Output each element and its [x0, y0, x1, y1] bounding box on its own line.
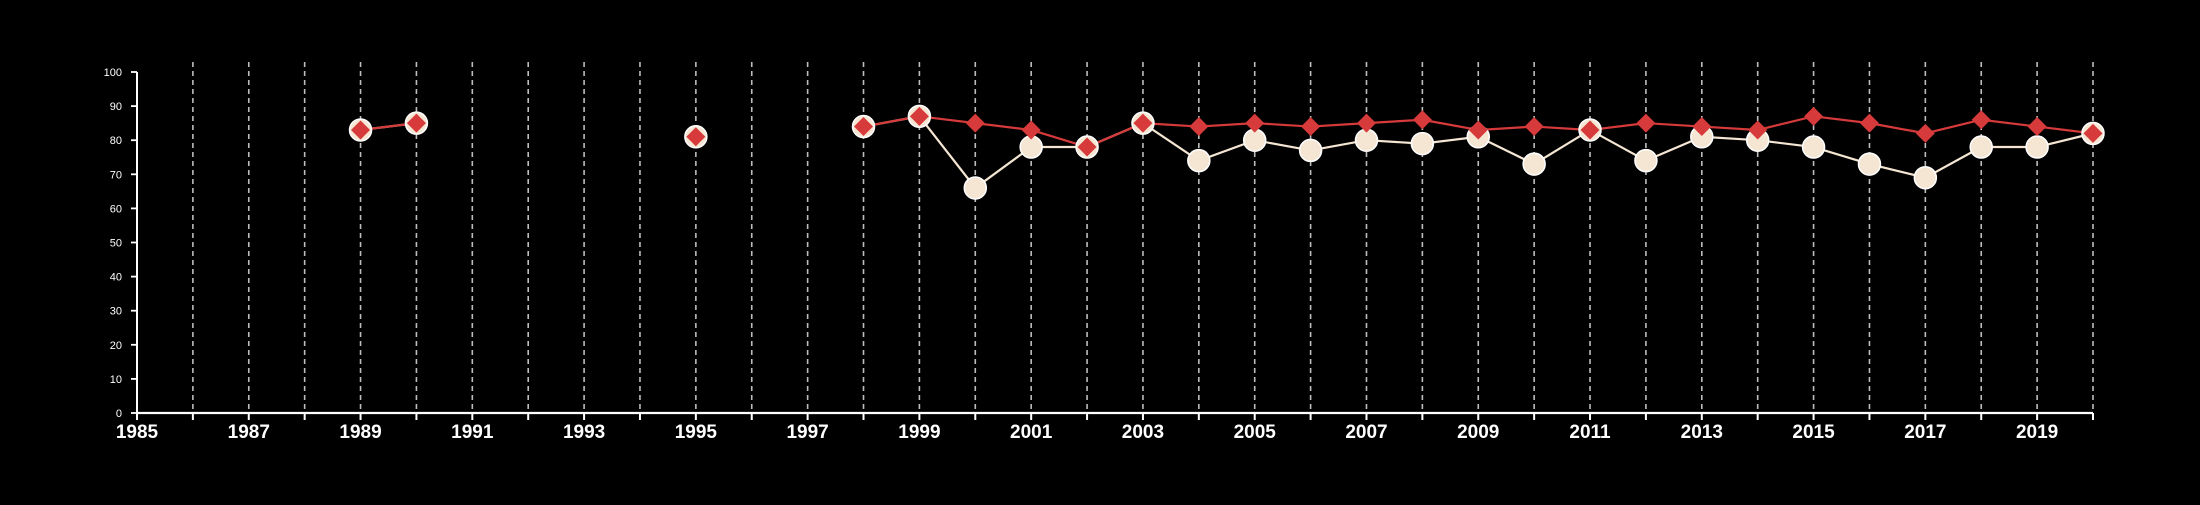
- series-1-point-2012: [1636, 113, 1656, 133]
- series-1-point-2001: [1021, 120, 1041, 140]
- series-1-point-1989: [351, 120, 371, 140]
- series-0-point-2012: [1634, 148, 1658, 173]
- y-tick-label-70: 70: [110, 169, 122, 181]
- y-tick-label-40: 40: [110, 272, 122, 284]
- series-1-point-2015: [1804, 106, 1824, 126]
- x-tick-label-2015: 2015: [1792, 422, 1835, 443]
- y-tick-label-10: 10: [110, 374, 122, 386]
- series-0-point-2018: [1969, 135, 1993, 159]
- x-tick-label-2013: 2013: [1681, 422, 1723, 443]
- series-1-point-2010: [1524, 117, 1544, 137]
- x-tick-label-2011: 2011: [1569, 422, 1611, 443]
- x-tick-label-1993: 1993: [563, 422, 605, 443]
- series-1-point-2019: [2027, 117, 2047, 137]
- series-1-point-1998: [854, 117, 874, 137]
- series-1-point-2000: [965, 113, 985, 133]
- series-1-point-2003: [1133, 113, 1153, 133]
- y-tick-label-30: 30: [110, 306, 122, 318]
- series-1-point-2004: [1189, 117, 1209, 137]
- series-1-point-2009: [1468, 120, 1488, 140]
- y-tick-label-80: 80: [110, 135, 122, 147]
- y-tick-label-100: 100: [104, 67, 122, 79]
- series-layer: [348, 104, 2105, 200]
- axis-layer: 1985 1987 1989 1991 1993 1995 1997 1999 2001 2003…: [104, 67, 2094, 443]
- x-tick-label-2001: 2001: [1010, 422, 1053, 443]
- series-1-point-1999: [909, 106, 929, 126]
- x-tick-label-1989: 1989: [339, 422, 381, 443]
- series-0-point-2019: [2025, 135, 2049, 159]
- series-1-point-1990: [406, 113, 426, 133]
- series-1-point-2016: [1859, 113, 1879, 133]
- x-tick-label-1985: 1985: [116, 422, 159, 443]
- y-tick-label-50: 50: [110, 238, 122, 250]
- x-tick-label-2003: 2003: [1122, 422, 1164, 443]
- x-tick-label-1999: 1999: [898, 422, 940, 443]
- x-tick-label-1997: 1997: [786, 422, 828, 443]
- series-0-point-2008: [1410, 131, 1435, 156]
- grid-layer: [192, 62, 2094, 413]
- series-0-point-2006: [1298, 138, 1323, 163]
- y-tick-label-20: 20: [110, 340, 122, 352]
- series-1-point-1995: [686, 127, 706, 147]
- x-tick-label-1987: 1987: [228, 422, 270, 443]
- x-tick-label-2005: 2005: [1234, 422, 1277, 443]
- series-0-point-2000: [963, 176, 988, 200]
- y-tick-label-0: 0: [116, 408, 122, 420]
- series-0-point-2015: [1801, 135, 1826, 159]
- series-1-point-2007: [1356, 113, 1376, 133]
- x-tick-label-2017: 2017: [1904, 422, 1946, 443]
- series-1-point-2008: [1412, 110, 1432, 130]
- x-tick-label-2007: 2007: [1345, 422, 1387, 443]
- series-1-point-2005: [1245, 113, 1265, 133]
- series-1-point-2014: [1748, 120, 1768, 140]
- y-tick-label-60: 60: [110, 203, 122, 215]
- x-tick-label-1991: 1991: [451, 422, 494, 443]
- x-tick-label-2019: 2019: [2016, 422, 2058, 443]
- series-0-point-2017: [1913, 165, 1938, 190]
- x-tick-label-2009: 2009: [1457, 422, 1499, 443]
- series-1-point-2018: [1971, 110, 1991, 130]
- series-1-point-2011: [1580, 120, 1600, 140]
- x-tick-label-1995: 1995: [675, 422, 718, 443]
- series-0-point-2010: [1522, 152, 1546, 176]
- series-1-point-2002: [1077, 137, 1097, 157]
- series-0-point-2016: [1857, 152, 1882, 176]
- series-1-point-2020: [2083, 123, 2103, 143]
- series-0-point-2004: [1187, 148, 1211, 173]
- series-1-point-2013: [1692, 117, 1712, 137]
- series-1-point-2017: [1915, 123, 1935, 143]
- y-tick-label-90: 90: [110, 101, 122, 113]
- series-1-point-2006: [1301, 117, 1321, 137]
